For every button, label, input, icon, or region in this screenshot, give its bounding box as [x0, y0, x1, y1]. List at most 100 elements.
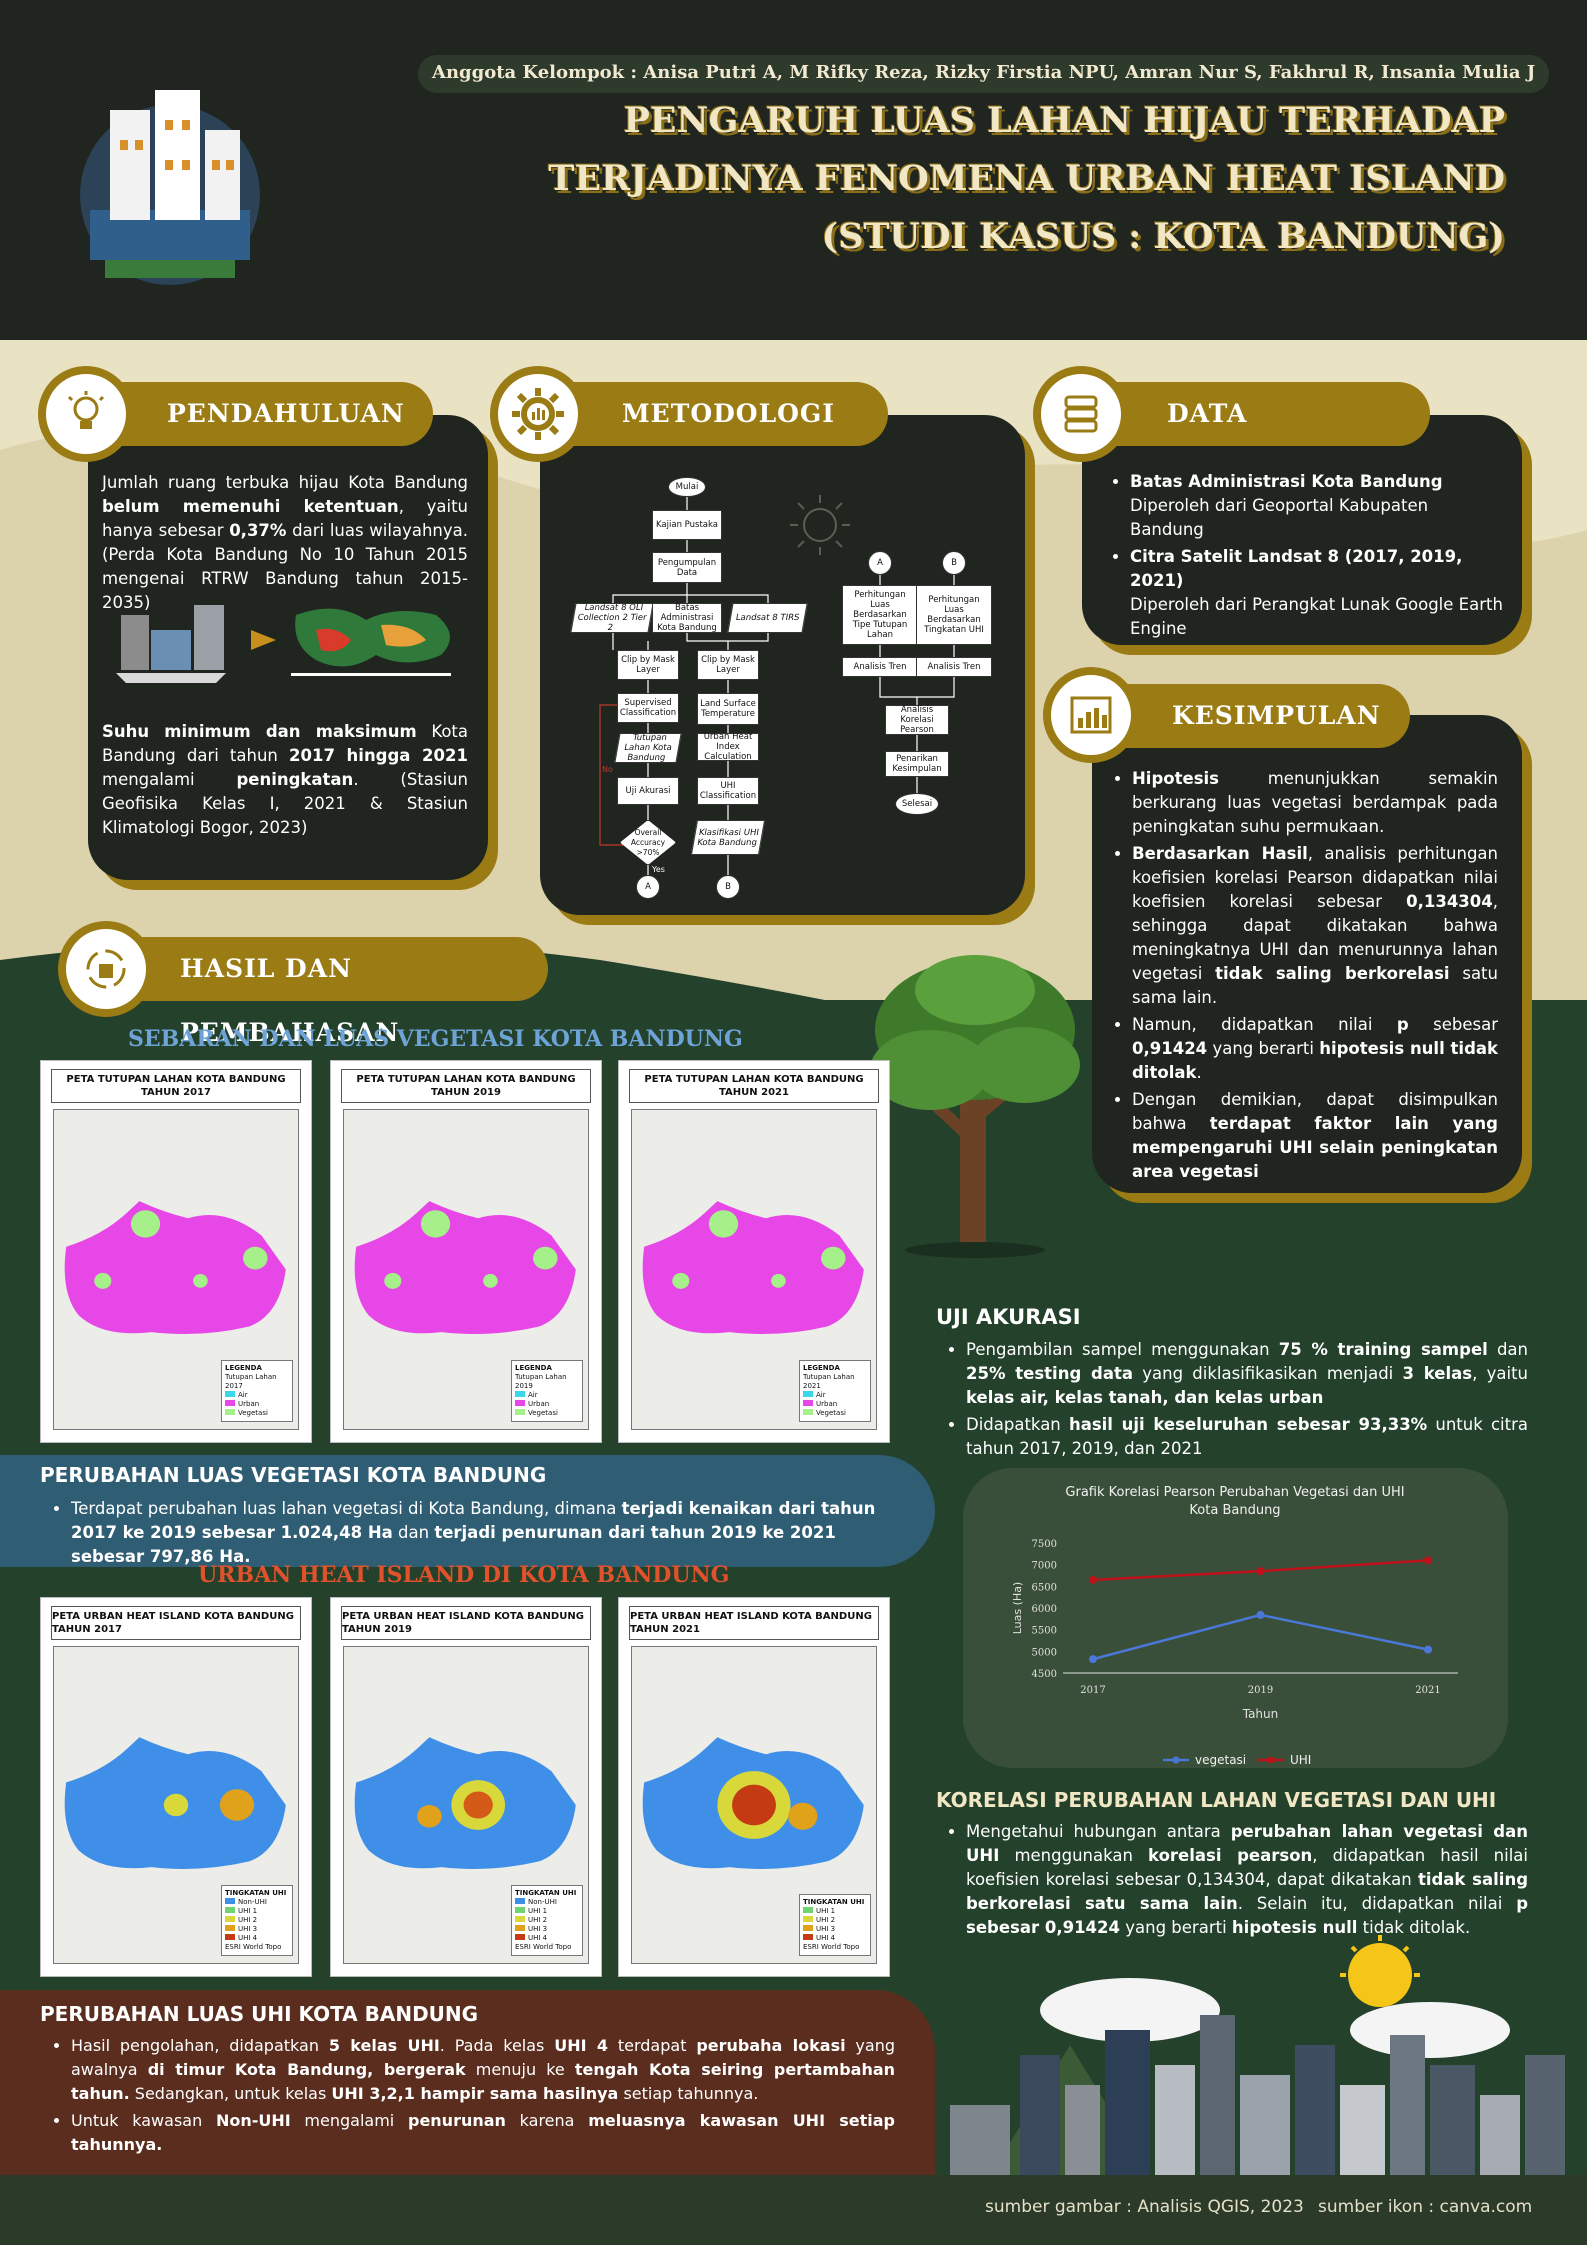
legend-item-label: Vegetasi	[816, 1409, 846, 1417]
uji-akurasi-title: UJI AKURASI	[936, 1305, 1081, 1329]
landcover-map-2: PETA TUTUPAN LAHAN KOTA BANDUNG TAHUN 20…	[618, 1060, 890, 1443]
flowchart-node-tren1: Analisis Tren	[842, 657, 918, 677]
legend-title: TINGKATAN UHI	[515, 1889, 577, 1897]
flowchart-node-klasifikasi: Klasifikasi UHI Kota Bandung	[690, 820, 766, 855]
legend-label-uhi: UHI	[1290, 1753, 1311, 1767]
legend-marker-vegetasi	[1172, 1756, 1180, 1764]
pendahuluan-heading: PENDAHULUAN	[105, 382, 433, 446]
legend-item-label: Air	[238, 1391, 248, 1399]
chart-series-line-vegetasi	[1092, 1613, 1429, 1661]
legend-title: TINGKATAN UHI	[803, 1898, 865, 1906]
chart-title-line-2: Kota Bandung	[1189, 1503, 1280, 1518]
flowchart-node-korelasi: Analisis Korelasi Pearson	[885, 705, 949, 735]
legend-title: LEGENDA	[225, 1364, 262, 1372]
chart-y-axis-label: Luas (Ha)	[1011, 1582, 1024, 1634]
poster-title-line-3: (STUDI KASUS : KOTA BANDUNG)	[821, 216, 1505, 257]
kesimpulan-list: Hipotesis menunjukkan semakin berkurang …	[1106, 767, 1498, 1187]
uhi-change-title: PERUBAHAN LUAS UHI KOTA BANDUNG	[40, 2002, 479, 2026]
flowchart-node-perh-tutupan: Perhitungan Luas Berdasarkan Tipe Tutupa…	[842, 585, 918, 645]
flowchart-node-uhi-class: UHI Classification	[697, 777, 759, 805]
chart-y-tick-label: 4500	[1032, 1669, 1057, 1680]
uhi-map-0: PETA URBAN HEAT ISLAND KOTA BANDUNG TAHU…	[40, 1597, 312, 1977]
flowchart-node-mulai: Mulai	[668, 477, 706, 497]
city-skyline-silhouette	[0, 240, 1587, 360]
chart-point-uhi	[1256, 1567, 1265, 1576]
legend-label-vegetasi: vegetasi	[1195, 1753, 1246, 1767]
uhi-change-list: Hasil pengolahan, didapatkan 5 kelas UHI…	[45, 2034, 895, 2160]
legend-item: Non-UHI	[515, 1898, 579, 1907]
kesimpulan-item-1: Hipotesis menunjukkan semakin berkurang …	[1132, 767, 1498, 839]
flowchart-node-lst: Land Surface Temperature	[697, 693, 759, 725]
legend-item-label: Vegetasi	[528, 1409, 558, 1417]
map-title: PETA URBAN HEAT ISLAND KOTA BANDUNG TAHU…	[51, 1606, 301, 1640]
legend-item-label: UHI 3	[238, 1925, 258, 1933]
pendahuluan-paragraph-2: Suhu minimum dan maksimum Kota Bandung d…	[102, 722, 469, 837]
legend-item-label: Urban	[528, 1400, 550, 1408]
chart-x-axis-label: Tahun	[1242, 1707, 1279, 1721]
chart-point-vegetasi	[1089, 1655, 1097, 1664]
legend-item-label: UHI 2	[528, 1916, 548, 1924]
uhi-change-band: PERUBAHAN LUAS UHI KOTA BANDUNG Hasil pe…	[0, 1990, 935, 2175]
data-item-landsat: Citra Satelit Landsat 8 (2017, 2019, 202…	[1130, 545, 1504, 641]
map-body	[53, 1109, 299, 1430]
uji-akurasi-item-2: Didapatkan hasil uji keseluruhan sebesar…	[966, 1413, 1528, 1461]
kesimpulan-item-3: Namun, didapatkan nilai p sebesar 0,9142…	[1132, 1013, 1498, 1085]
flowchart-node-a2: A	[868, 551, 892, 575]
flowchart-yes-label: Yes	[652, 865, 665, 874]
legend-item: Vegetasi	[515, 1409, 579, 1418]
legend-item: Urban	[225, 1400, 289, 1409]
city-to-world-illustration	[116, 605, 451, 683]
legend-item: Air	[803, 1391, 867, 1400]
flowchart-node-batas: Batas Administrasi Kota Bandung	[652, 603, 722, 633]
uhi-map-2: PETA URBAN HEAT ISLAND KOTA BANDUNG TAHU…	[618, 1597, 890, 1977]
group-members: Anggota Kelompok : Anisa Putri A, M Rifk…	[418, 55, 1550, 93]
flowchart-node-kesimpulan: Penarikan Kesimpulan	[885, 751, 949, 777]
legend-item-label: UHI 2	[238, 1916, 258, 1924]
legend-item-label: Urban	[816, 1400, 838, 1408]
legend-item: UHI 1	[225, 1907, 289, 1916]
data-panel: Batas Administrasi Kota BandungDiperoleh…	[1082, 415, 1522, 645]
city-illustration	[950, 1935, 1565, 2175]
legend-item: UHI 3	[515, 1925, 579, 1934]
legend-item-label: UHI 1	[238, 1907, 258, 1915]
legend-item-label: Non-UHI	[528, 1898, 557, 1906]
chart-point-vegetasi	[1256, 1610, 1265, 1619]
legend-subtitle: Tutupan Lahan 2021	[803, 1373, 855, 1390]
report-chart-icon	[1043, 667, 1139, 763]
legend-item: Air	[515, 1391, 579, 1400]
landcover-map-1: PETA TUTUPAN LAHAN KOTA BANDUNG TAHUN 20…	[330, 1060, 602, 1443]
legend-item-label: Air	[816, 1391, 826, 1399]
flowchart-node-supervised: Supervised Classification	[617, 693, 679, 723]
footer-bar	[0, 2175, 1587, 2245]
data-heading: DATA	[1105, 382, 1430, 446]
legend-item: UHI 3	[225, 1925, 289, 1934]
chart-point-uhi	[1424, 1556, 1432, 1565]
tree-illustration	[870, 955, 1080, 1258]
poster-title-line-1: PENGARUH LUAS LAHAN HIJAU TERHADAP	[623, 100, 1505, 141]
kesimpulan-item-4: Dengan demikian, dapat disimpulkan bahwa…	[1132, 1088, 1498, 1184]
uji-akurasi-list: Pengambilan sampel menggunakan 75 % trai…	[940, 1338, 1528, 1464]
legend-marker-uhi	[1267, 1756, 1275, 1764]
korelasi-title: KORELASI PERUBAHAN LAHAN VEGETASI DAN UH…	[936, 1788, 1497, 1812]
flowchart-connectors	[599, 497, 955, 875]
legend-item-label: Air	[528, 1391, 538, 1399]
korelasi-item: Mengetahui hubungan antara perubahan lah…	[966, 1820, 1528, 1940]
chart-y-tick-label: 6000	[1032, 1604, 1057, 1615]
chart-title: Grafik Korelasi Pearson Perubahan Vegeta…	[1065, 1485, 1404, 1518]
flowchart-node-tutupan: Tutupan Lahan Kota Bandung	[614, 733, 682, 763]
legend-item: UHI 2	[803, 1916, 867, 1925]
map-legend: TINGKATAN UHI Non-UHI UHI 1 UHI 2 UHI 3 UHI 4…	[221, 1885, 293, 1956]
legend-item: Vegetasi	[803, 1409, 867, 1418]
legend-item: UHI 4	[225, 1934, 289, 1943]
korelasi-list: Mengetahui hubungan antara perubahan lah…	[940, 1820, 1528, 1943]
data-list: Batas Administrasi Kota BandungDiperoleh…	[1104, 470, 1504, 644]
flowchart-node-b: B	[716, 875, 740, 899]
chart-point-uhi	[1089, 1575, 1097, 1584]
vegetation-change-item: Terdapat perubahan luas lahan vegetasi d…	[71, 1497, 900, 1569]
chart-y-tick-label: 5500	[1032, 1626, 1057, 1637]
uji-akurasi-item-1: Pengambilan sampel menggunakan 75 % trai…	[966, 1338, 1528, 1410]
chart-x-tick-label: 2021	[1415, 1685, 1440, 1696]
flowchart-node-clip2: Clip by Mask Layer	[697, 650, 759, 680]
chart-x-tick-label: 2017	[1080, 1685, 1105, 1696]
legend-item: Air	[225, 1391, 289, 1400]
